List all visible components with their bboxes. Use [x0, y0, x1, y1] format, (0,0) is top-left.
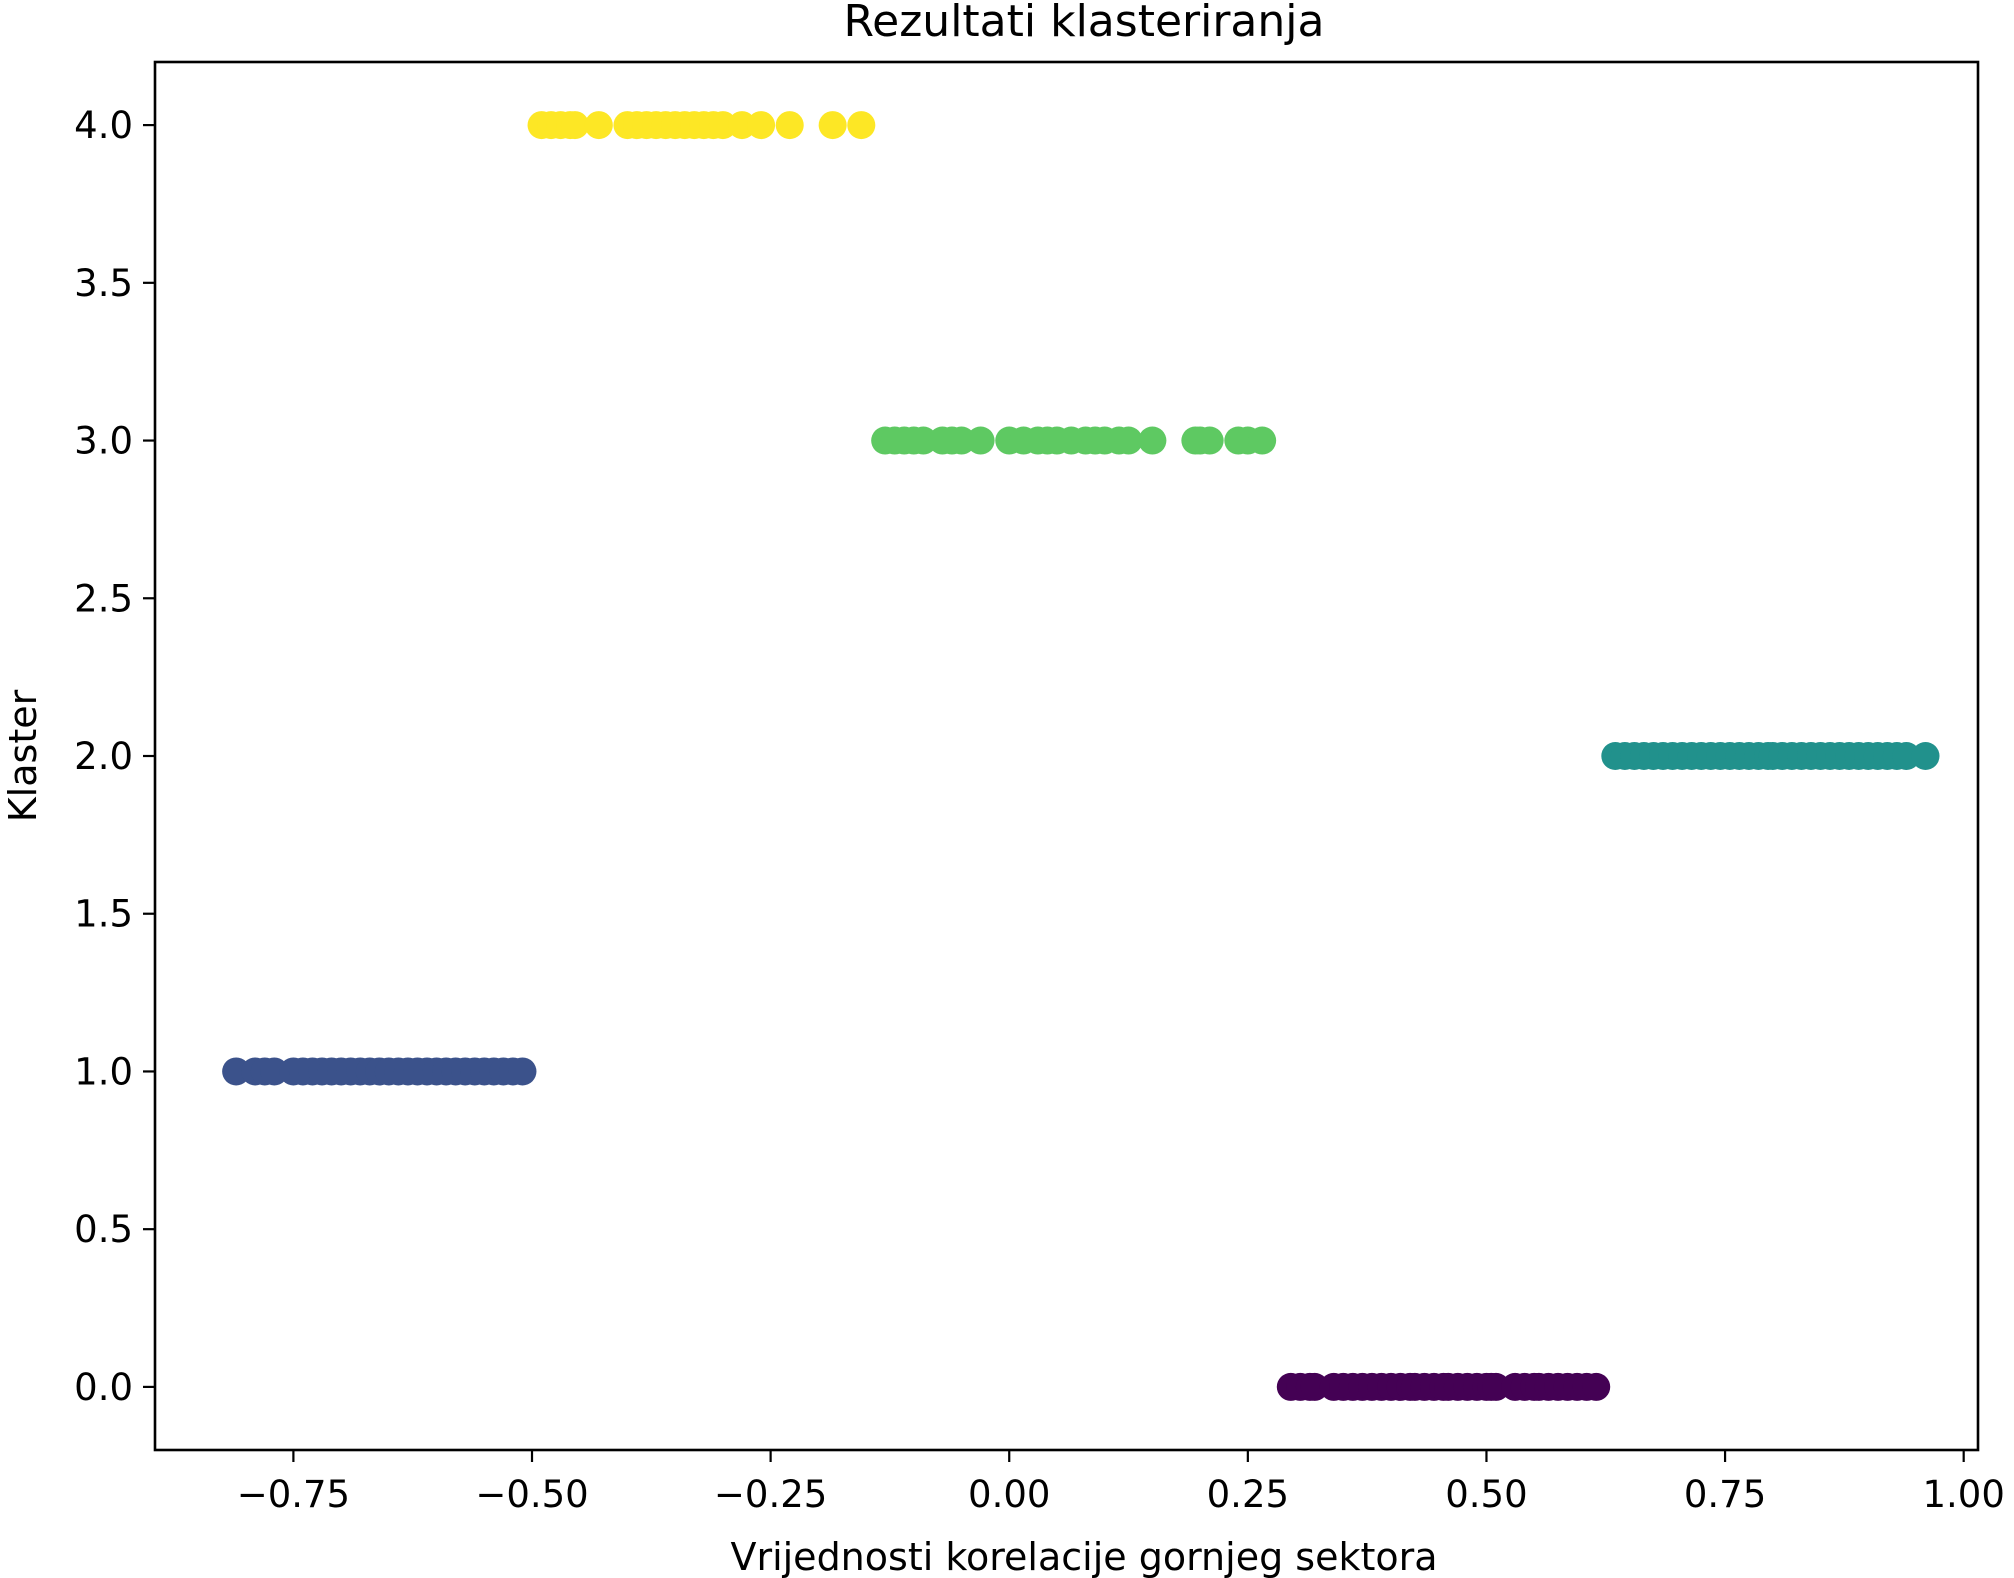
y-tick-label: 2.5 [74, 577, 133, 620]
y-tick-label: 2.0 [74, 735, 133, 778]
point-cluster-2 [1911, 742, 1940, 770]
y-axis: 0.0 0.5 1.0 1.5 2.0 2.5 3.0 3.5 4.0 [74, 104, 155, 1409]
point-cluster-1 [508, 1057, 537, 1086]
y-tick-label: 3.0 [74, 420, 133, 463]
y-tick-label: 4.0 [74, 104, 133, 147]
point-cluster-4 [584, 111, 613, 140]
x-tick-label: 0.00 [968, 1473, 1050, 1516]
point-cluster-4 [747, 111, 776, 140]
x-tick-label: 0.50 [1445, 1473, 1527, 1516]
x-tick-label: 0.25 [1207, 1473, 1289, 1516]
point-cluster-0 [1582, 1372, 1611, 1401]
x-tick-label: 1.00 [1922, 1473, 2004, 1516]
y-tick-label: 0.0 [74, 1366, 133, 1409]
point-cluster-4 [775, 111, 804, 140]
point-cluster-3 [1138, 426, 1167, 455]
point-cluster-4 [847, 111, 876, 140]
point-cluster-4 [560, 111, 589, 140]
x-tick-label: 0.75 [1684, 1473, 1766, 1516]
x-tick-label: −0.25 [714, 1473, 827, 1516]
chart-title: Rezultati klasteriranja [844, 0, 1325, 47]
point-cluster-3 [966, 426, 995, 455]
x-axis-label: Vrijednosti korelacije gornjeg sektora [730, 1535, 1437, 1578]
y-tick-label: 3.5 [74, 262, 133, 305]
y-tick-label: 0.5 [74, 1208, 133, 1251]
y-tick-label: 1.0 [74, 1050, 133, 1093]
y-tick-label: 1.5 [74, 893, 133, 936]
point-cluster-4 [818, 111, 847, 140]
data-points [222, 111, 1940, 1401]
point-cluster-3 [1195, 426, 1224, 455]
point-cluster-3 [1114, 426, 1143, 455]
x-tick-label: −0.50 [475, 1473, 588, 1516]
x-axis: −0.75 −0.50 −0.25 0.00 0.25 0.50 0.75 1.00 [237, 1450, 2005, 1516]
point-cluster-3 [1248, 426, 1277, 455]
x-tick-label: −0.75 [237, 1473, 350, 1516]
y-axis-label: Klaster [1, 689, 45, 822]
